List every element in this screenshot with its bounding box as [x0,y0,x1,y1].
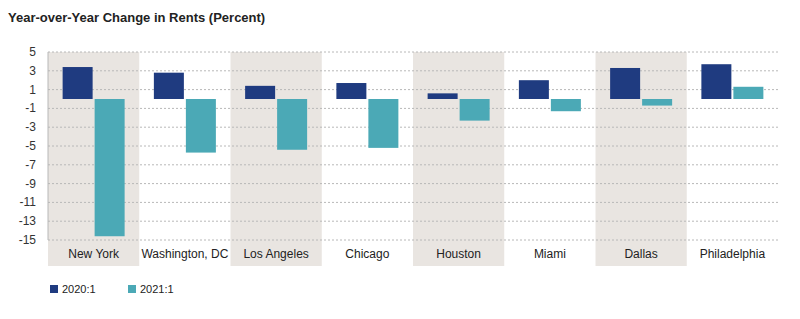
bar [336,83,366,99]
y-tick-label: -9 [25,177,36,191]
grid-line [48,70,778,71]
grid-line [48,202,778,203]
band [596,52,687,266]
x-tick-label: Washington, DC [141,247,228,261]
grid-line [48,183,778,184]
bar [186,99,216,153]
y-tick-label: 3 [29,64,36,78]
bar [277,99,307,150]
x-tick-label: Houston [436,247,481,261]
y-tick-label: 1 [29,83,36,97]
bar [95,99,125,236]
y-tick-label: 5 [29,45,36,59]
y-tick-label: -3 [25,120,36,134]
bar [368,99,398,148]
band [231,52,322,266]
grid-line [48,108,778,109]
x-tick-label: Miami [534,247,566,261]
grid-line [48,240,778,241]
x-tick-label: New York [68,247,120,261]
grid-line [48,52,778,53]
x-tick-label: Los Angeles [243,247,308,261]
bar [460,99,490,121]
bar [519,80,549,99]
chart: Year-over-Year Change in Rents (Percent)… [0,0,800,319]
legend-label: 2020:1 [62,283,96,295]
legend-label: 2021:1 [140,283,174,295]
legend-swatch [50,285,58,293]
y-axis-line [48,52,49,240]
band [48,52,139,266]
grid-line [48,164,778,165]
bars [63,64,764,236]
bar [63,67,93,99]
y-tick-label: -13 [19,214,37,228]
grid-line [48,127,778,128]
y-tick-label: -15 [19,233,37,247]
x-tick-label: Dallas [624,247,657,261]
band [413,52,504,266]
grid-line [48,146,778,147]
bar [642,99,672,106]
bar [428,93,458,99]
y-tick-label: -5 [25,139,36,153]
legend-swatch [128,285,136,293]
bar [154,73,184,99]
y-tick-label: -11 [20,195,37,209]
bar [610,68,640,99]
bar [733,87,763,99]
bar [551,99,581,111]
bar [245,86,275,99]
x-tick-label: Chicago [345,247,389,261]
grid-line [48,221,778,222]
y-tick-label: -1 [25,101,36,115]
title: Year-over-Year Change in Rents (Percent) [8,10,265,25]
y-tick-label: -7 [25,158,36,172]
bar [701,64,731,99]
x-tick-label: Philadelphia [700,247,766,261]
